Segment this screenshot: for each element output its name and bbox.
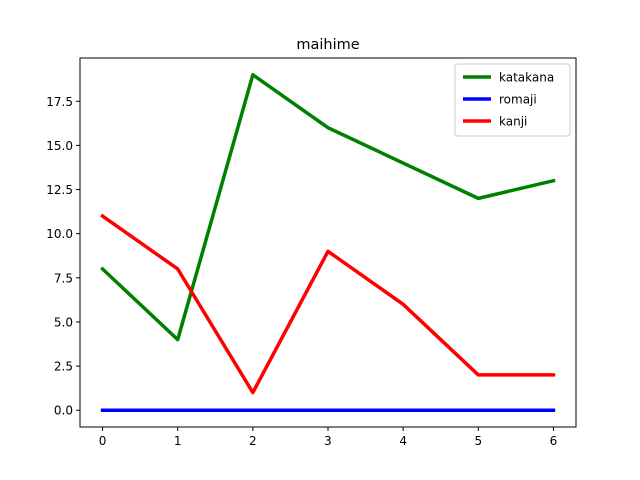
- x-tick-label: 6: [550, 434, 558, 448]
- x-tick-label: 0: [99, 434, 107, 448]
- series-line-katakana: [100, 73, 556, 342]
- y-tick-label: 15.0: [46, 139, 73, 153]
- legend-label-katakana: katakana: [499, 71, 554, 85]
- y-tick-label: 0.0: [54, 404, 73, 418]
- legend-label-romaji: romaji: [499, 93, 537, 107]
- legend-label-kanji: kanji: [499, 115, 527, 129]
- y-tick-label: 12.5: [46, 183, 73, 197]
- y-tick-label: 2.5: [54, 360, 73, 374]
- legend-box: [454, 63, 571, 137]
- x-tick-label: 5: [474, 434, 482, 448]
- legend: katakana romaji kanji: [454, 63, 571, 137]
- y-tick-label: 10.0: [46, 227, 73, 241]
- y-tick-label: 7.5: [54, 271, 73, 285]
- plot-area: [100, 73, 556, 412]
- series-line-kanji: [100, 213, 556, 395]
- x-tick-label: 4: [399, 434, 407, 448]
- x-tick-label: 3: [324, 434, 332, 448]
- x-tick-label: 2: [249, 434, 257, 448]
- y-tick-label: 5.0: [54, 315, 73, 329]
- axes: 0 1 2 3 4 5 6 0.0 2.5 5.0 7.5 10.0 12.5 15.0 17.5: [46, 57, 577, 448]
- chart-title: maihime: [296, 37, 359, 53]
- y-tick-label: 17.5: [46, 95, 73, 109]
- x-tick-label: 1: [174, 434, 182, 448]
